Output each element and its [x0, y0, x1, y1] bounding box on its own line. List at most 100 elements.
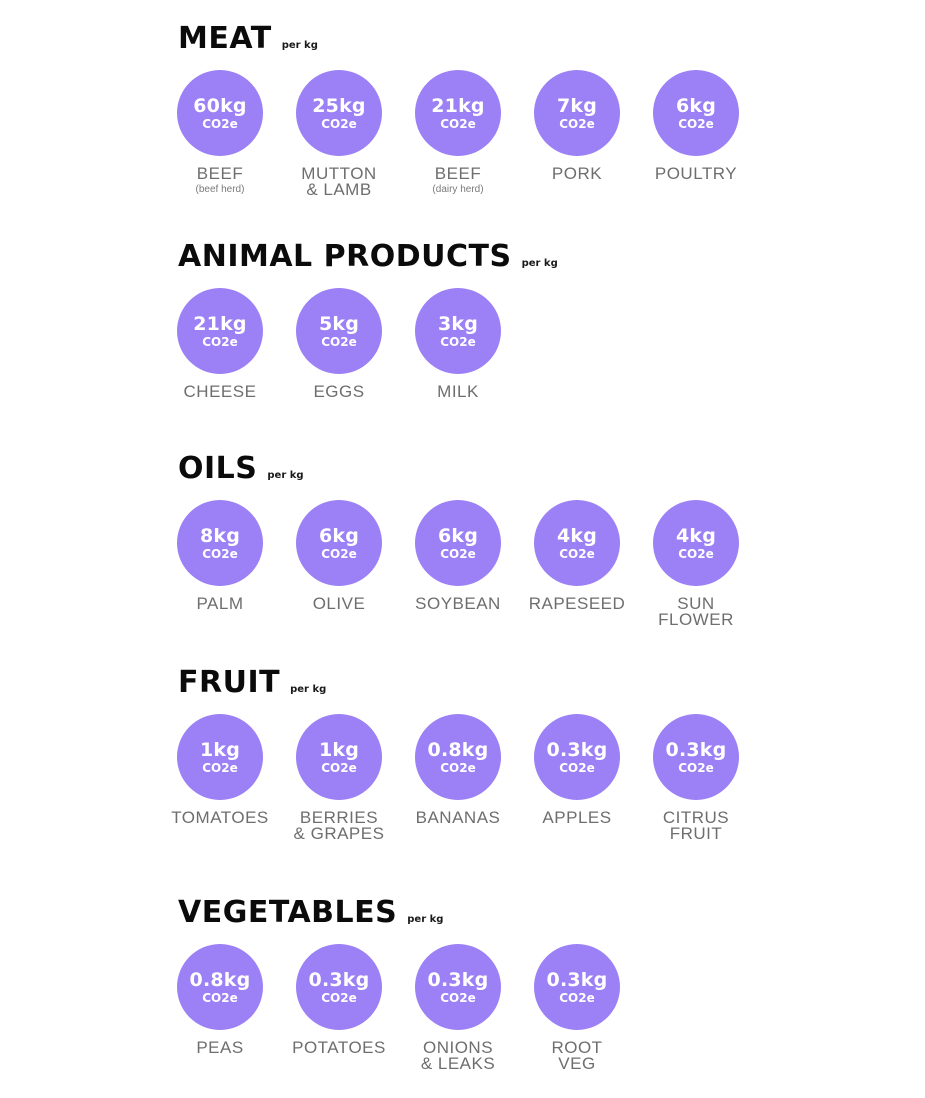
food-label: MUTTON & LAMB: [301, 164, 377, 199]
emission-value: 60kg: [193, 94, 247, 117]
emission-unit: CO2e: [678, 546, 714, 561]
food-label: POULTRY: [654, 164, 738, 183]
food-item: 4kg CO2e SUN FLOWER: [636, 500, 756, 628]
food-label: BEEF: [434, 164, 482, 183]
section-meat: MEAT per kg 60kg CO2e BEEF (beef herd) 2…: [177, 22, 739, 198]
section-fruit: FRUIT per kg 1kg CO2e TOMATOES 1kg CO2e …: [171, 666, 739, 842]
emission-circle: 4kg CO2e: [653, 500, 739, 586]
emission-circle: 8kg CO2e: [177, 500, 263, 586]
food-item: 0.3kg CO2e ONIONS & LEAKS: [398, 944, 518, 1072]
emission-circle: 0.8kg CO2e: [415, 714, 501, 800]
item-row: 8kg CO2e PALM 6kg CO2e OLIVE 6kg CO2e SO…: [177, 500, 878, 650]
emission-circle: 0.3kg CO2e: [653, 714, 739, 800]
section-title: FRUIT: [178, 665, 281, 700]
emission-circle: 7kg CO2e: [534, 70, 620, 156]
section-header: VEGETABLES per kg: [178, 896, 443, 930]
emission-unit: CO2e: [440, 760, 476, 775]
emission-value: 4kg: [556, 524, 598, 547]
food-label: ONIONS & LEAKS: [420, 1038, 496, 1073]
emission-circle: 0.3kg CO2e: [534, 944, 620, 1030]
food-item: 4kg CO2e RAPESEED: [517, 500, 637, 612]
section-header: ANIMAL PRODUCTS per kg: [178, 240, 558, 274]
emission-circle: 6kg CO2e: [415, 500, 501, 586]
food-item: 7kg CO2e PORK: [517, 70, 637, 182]
food-label: PORK: [551, 164, 603, 183]
emission-value: 0.8kg: [189, 968, 251, 991]
emission-circle: 21kg CO2e: [177, 288, 263, 374]
emission-value: 0.3kg: [546, 738, 608, 761]
emission-value: 0.3kg: [546, 968, 608, 991]
food-label: MILK: [437, 382, 479, 401]
emission-circle: 21kg CO2e: [415, 70, 501, 156]
food-item: 60kg CO2e BEEF (beef herd): [160, 70, 280, 195]
food-label: BANANAS: [415, 808, 501, 827]
section-title: OILS: [178, 451, 258, 486]
emission-value: 4kg: [675, 524, 717, 547]
emission-circle: 0.3kg CO2e: [534, 714, 620, 800]
emission-value: 0.3kg: [665, 738, 727, 761]
emission-value: 3kg: [437, 312, 479, 335]
emission-unit: CO2e: [202, 990, 238, 1005]
food-label: POTATOES: [292, 1038, 386, 1057]
emission-unit: CO2e: [559, 760, 595, 775]
emission-value: 1kg: [199, 738, 241, 761]
emission-circle: 1kg CO2e: [177, 714, 263, 800]
food-item: 8kg CO2e PALM: [160, 500, 280, 612]
emission-value: 0.8kg: [427, 738, 489, 761]
food-label: BEEF: [196, 164, 244, 183]
food-label: CITRUS FRUIT: [662, 808, 730, 843]
food-label: BERRIES & GRAPES: [293, 808, 385, 843]
emission-circle: 3kg CO2e: [415, 288, 501, 374]
section-unit: per kg: [290, 684, 327, 695]
emission-value: 5kg: [318, 312, 360, 335]
section-header: OILS per kg: [178, 452, 304, 486]
item-row: 60kg CO2e BEEF (beef herd) 25kg CO2e MUT…: [177, 70, 878, 220]
emission-unit: CO2e: [440, 546, 476, 561]
emission-unit: CO2e: [321, 116, 357, 131]
item-row: 21kg CO2e CHEESE 5kg CO2e EGGS 3kg CO2e …: [177, 288, 878, 438]
section-header: FRUIT per kg: [178, 666, 326, 700]
emission-value: 25kg: [312, 94, 366, 117]
emission-circle: 4kg CO2e: [534, 500, 620, 586]
emission-value: 0.3kg: [308, 968, 370, 991]
emission-value: 6kg: [675, 94, 717, 117]
food-label: PALM: [196, 594, 244, 613]
food-item: 0.8kg CO2e PEAS: [160, 944, 280, 1056]
emission-unit: CO2e: [559, 546, 595, 561]
emission-unit: CO2e: [678, 760, 714, 775]
emission-unit: CO2e: [321, 334, 357, 349]
emission-value: 6kg: [318, 524, 360, 547]
food-label: TOMATOES: [171, 808, 269, 827]
section-unit: per kg: [521, 258, 558, 269]
emission-circle: 25kg CO2e: [296, 70, 382, 156]
emission-value: 0.3kg: [427, 968, 489, 991]
food-label: SOYBEAN: [415, 594, 501, 613]
food-label: APPLES: [542, 808, 612, 827]
emission-unit: CO2e: [440, 334, 476, 349]
item-row: 0.8kg CO2e PEAS 0.3kg CO2e POTATOES 0.3k…: [177, 944, 878, 1094]
food-item: 25kg CO2e MUTTON & LAMB: [279, 70, 399, 198]
food-label: OLIVE: [312, 594, 366, 613]
section-header: MEAT per kg: [178, 22, 318, 56]
emission-unit: CO2e: [559, 990, 595, 1005]
emission-value: 21kg: [431, 94, 485, 117]
food-item: 0.3kg CO2e ROOT VEG: [517, 944, 637, 1072]
food-sublabel: (dairy herd): [432, 184, 484, 195]
emission-unit: CO2e: [202, 334, 238, 349]
food-item: 21kg CO2e CHEESE: [160, 288, 280, 400]
food-item: 3kg CO2e MILK: [398, 288, 518, 400]
section-unit: per kg: [281, 40, 318, 51]
section-title: VEGETABLES: [178, 895, 398, 930]
food-item: 0.8kg CO2e BANANAS: [398, 714, 518, 826]
emission-unit: CO2e: [202, 760, 238, 775]
emission-circle: 0.3kg CO2e: [296, 944, 382, 1030]
food-sublabel: (beef herd): [195, 184, 245, 195]
section-vegetables: VEGETABLES per kg 0.8kg CO2e PEAS 0.3kg …: [177, 896, 620, 1072]
food-item: 0.3kg CO2e POTATOES: [279, 944, 399, 1056]
item-row: 1kg CO2e TOMATOES 1kg CO2e BERRIES & GRA…: [171, 714, 878, 864]
emission-circle: 60kg CO2e: [177, 70, 263, 156]
emission-value: 1kg: [318, 738, 360, 761]
food-label: EGGS: [313, 382, 365, 401]
section-oils: OILS per kg 8kg CO2e PALM 6kg CO2e OLIVE…: [177, 452, 739, 628]
food-label: ROOT VEG: [551, 1038, 603, 1073]
